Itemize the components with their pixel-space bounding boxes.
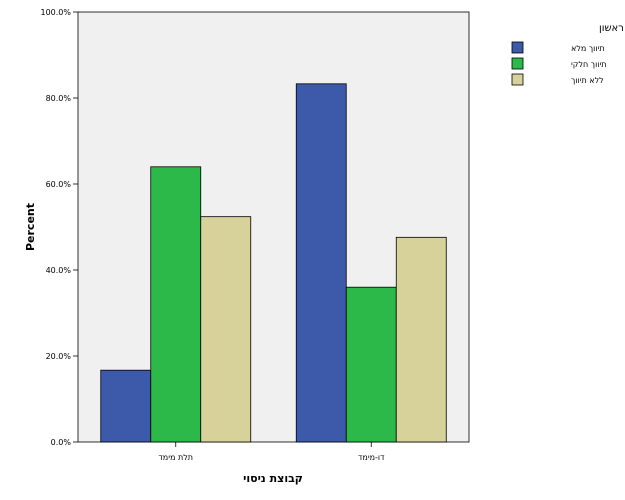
legend: תיווך שוקו מפוש ראשון תיווך מלא תיווך חלק… <box>511 23 625 86</box>
legend-swatch <box>511 57 524 70</box>
bar <box>150 166 202 443</box>
y-tick-label: 80.0% <box>46 94 72 103</box>
bars <box>100 83 447 443</box>
y-tick-label: 100.0% <box>40 8 71 17</box>
legend-swatch <box>511 73 524 86</box>
x-axis-title: קבוצת ניסוי <box>243 472 303 485</box>
y-axis-title: Percent <box>24 203 37 251</box>
x-tick-label: תלת מימד <box>158 453 193 462</box>
x-axis: תלת מימד דו-מימד <box>158 442 385 462</box>
legend-title: תיווך שוקו מפוש ראשון <box>599 23 625 34</box>
legend-label: ללא תיווך <box>571 76 604 85</box>
bar <box>200 216 252 443</box>
bar <box>345 286 397 443</box>
x-tick-label: דו-מימד <box>358 453 385 462</box>
legend-label: תיווך חלקי <box>571 60 606 69</box>
legend-swatch <box>511 41 524 54</box>
bar <box>395 236 447 443</box>
y-tick-label: 40.0% <box>46 266 72 275</box>
y-tick-label: 0.0% <box>51 438 72 447</box>
bar <box>295 83 347 443</box>
legend-label: תיווך מלא <box>571 44 605 53</box>
y-tick-label: 60.0% <box>46 180 72 189</box>
y-tick-label: 20.0% <box>46 352 72 361</box>
bar <box>100 369 152 443</box>
y-axis: 0.0% 20.0% 40.0% 60.0% 80.0% 100.0% <box>40 8 78 447</box>
